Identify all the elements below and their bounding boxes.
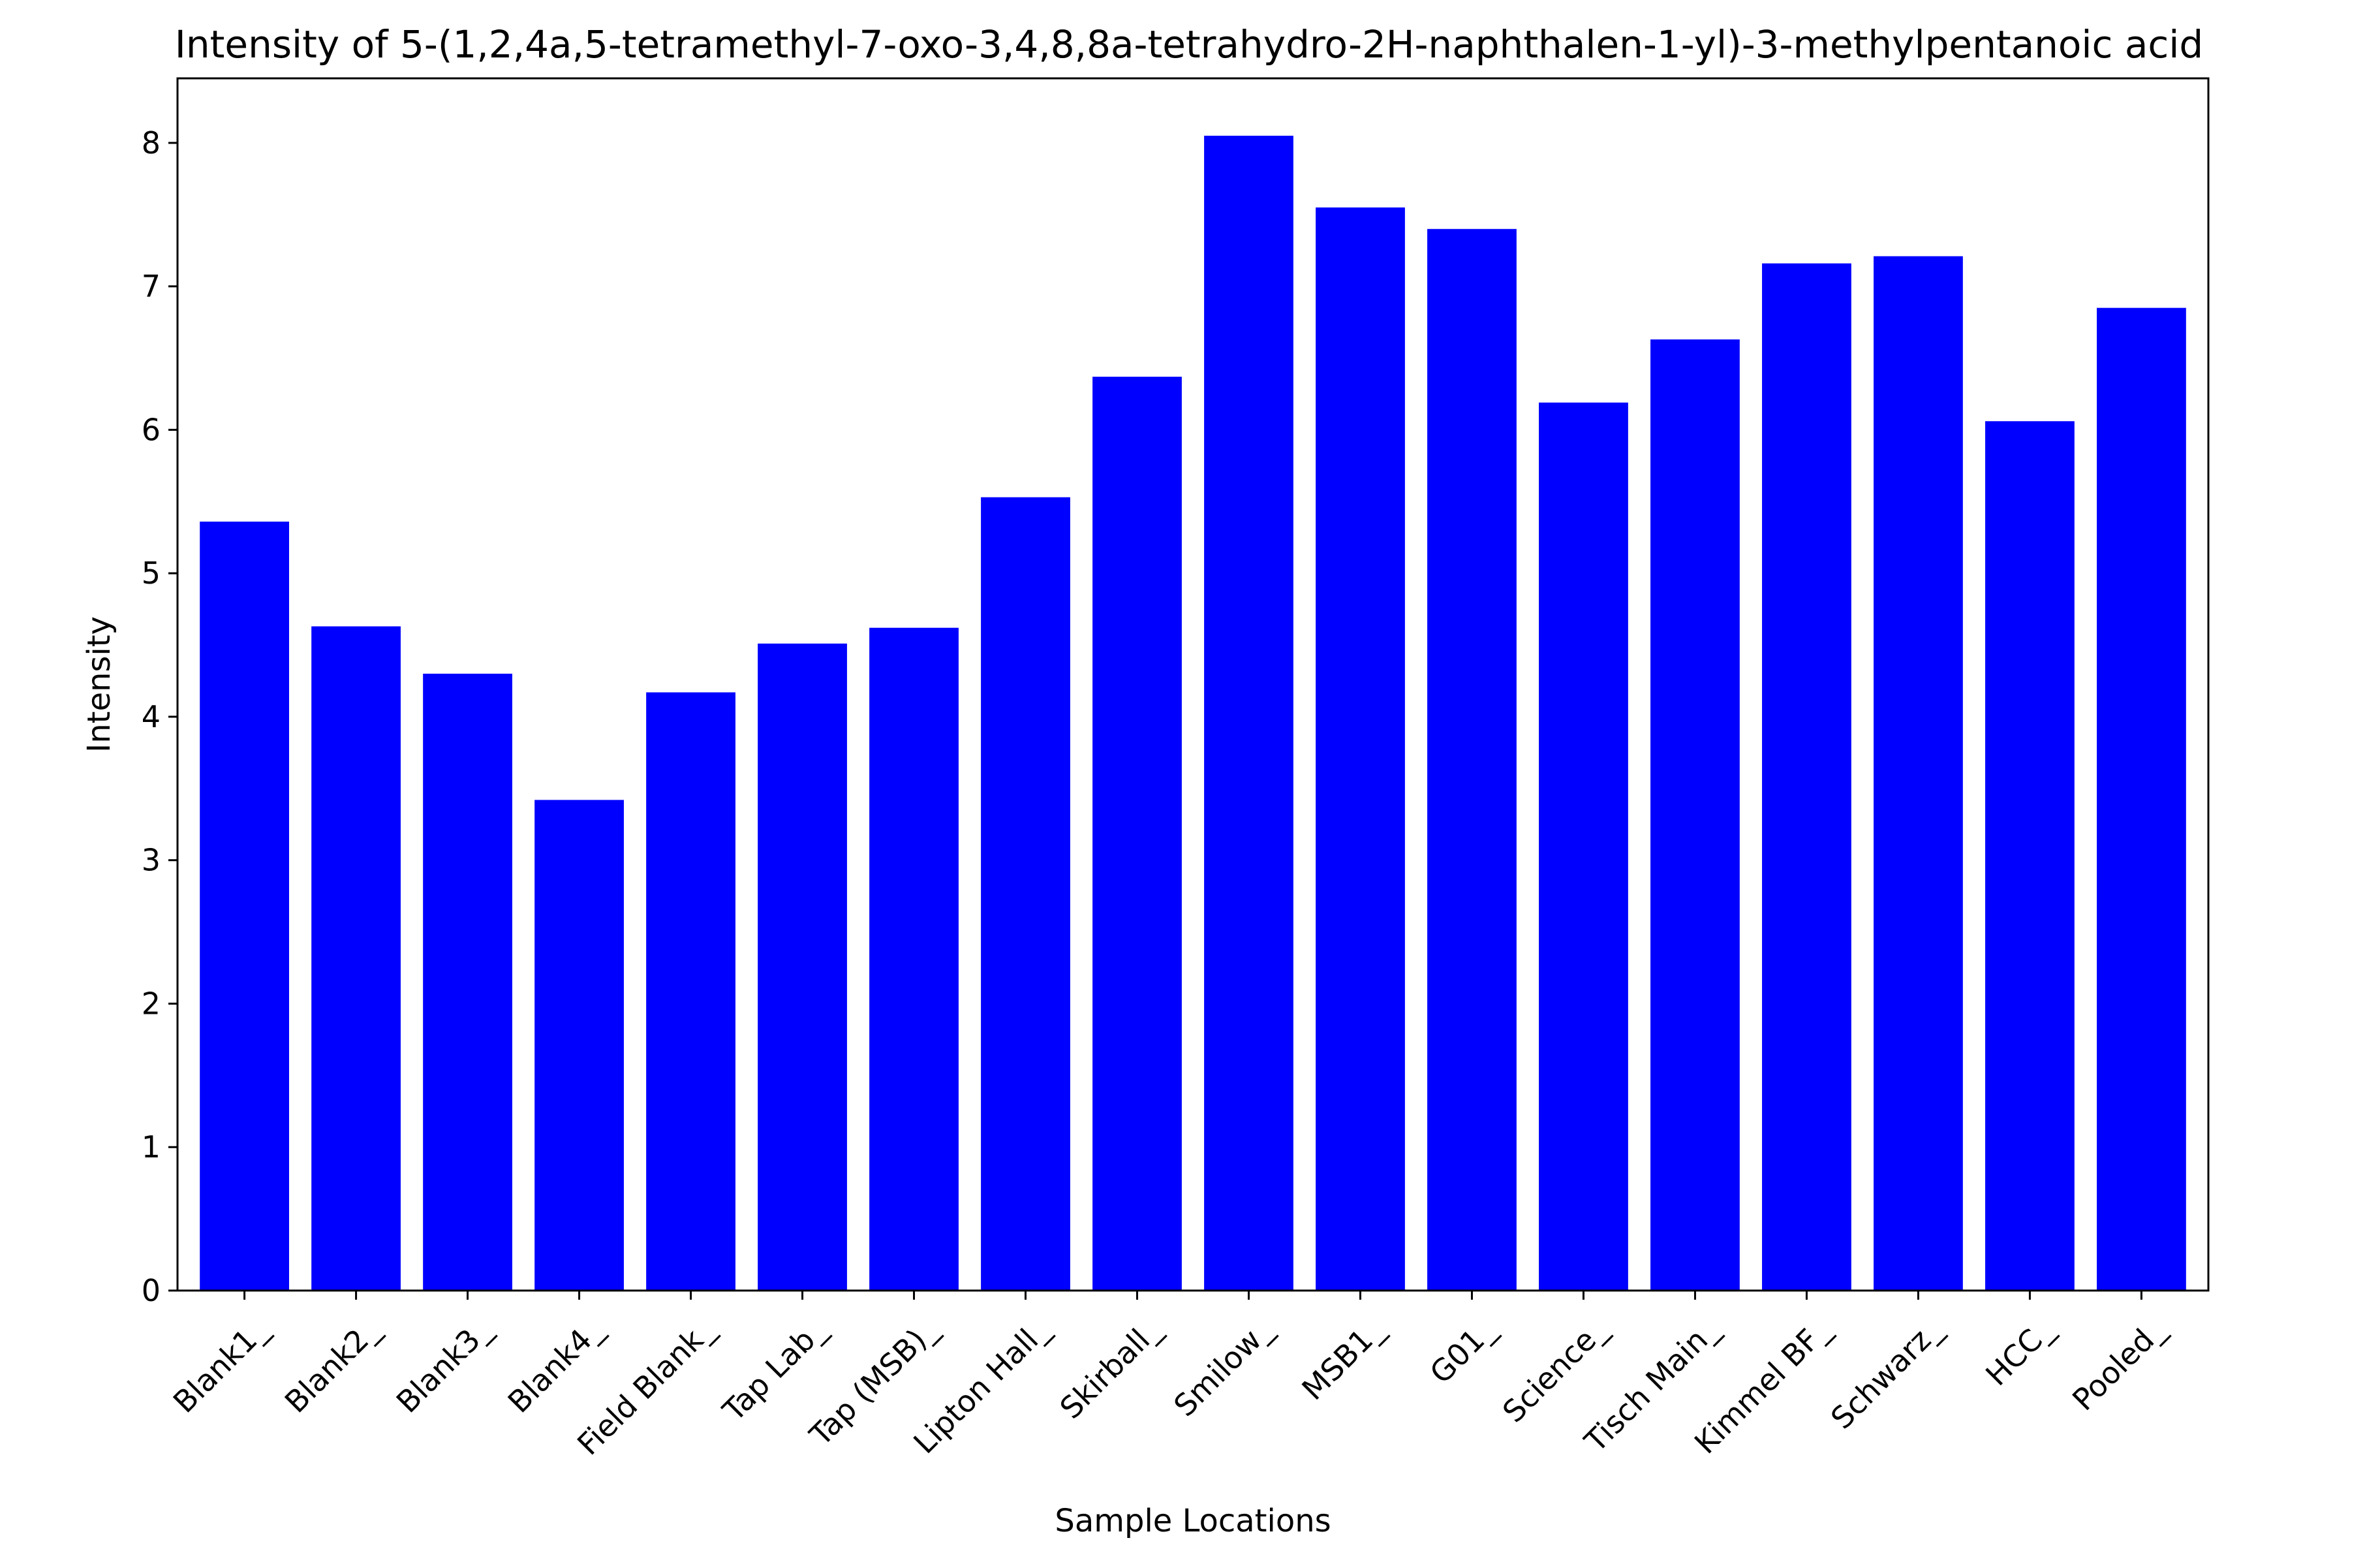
bar-g01 <box>1427 228 1517 1291</box>
y-tick-label: 2 <box>142 986 161 1021</box>
x-tick-label: Blank1_ <box>166 1311 275 1420</box>
x-tick-label: Science_ <box>1496 1311 1614 1429</box>
y-tick-label: 5 <box>142 556 161 591</box>
bar-blank2 <box>311 626 401 1291</box>
bar-tap-msb <box>869 627 959 1291</box>
chart-title: Intensity of 5-(1,2,4a,5-tetramethyl-7-o… <box>175 22 2203 67</box>
x-axis: Blank1_ Blank2_ Blank3_ Blank4_Field Blank_… <box>166 1291 2172 1462</box>
x-tick-label: Skirball_ <box>1053 1311 1168 1426</box>
x-tick-label: MSB1_ <box>1295 1311 1391 1407</box>
y-tick-label: 6 <box>142 412 161 447</box>
y-tick-label: 8 <box>142 125 161 161</box>
x-axis-label: Sample Locations <box>1055 1503 1331 1539</box>
x-tick-label: Blank3_ <box>390 1311 499 1420</box>
bar-blank4 <box>534 800 624 1291</box>
x-tick-label: G01_ <box>1423 1311 1503 1390</box>
y-tick-label: 4 <box>142 699 161 734</box>
bar-tisch-main <box>1650 339 1740 1291</box>
bar-schwarz <box>1874 256 1963 1291</box>
bar-lipton-hall <box>981 497 1070 1291</box>
y-tick-label: 7 <box>142 269 161 304</box>
bar-kimmel-bf <box>1762 263 1851 1291</box>
x-tick-label: Smilow_ <box>1167 1311 1279 1423</box>
bar-science <box>1539 402 1628 1291</box>
y-tick-label: 1 <box>142 1129 161 1165</box>
bar-pooled <box>2097 307 2186 1291</box>
y-tick-label: 0 <box>142 1273 161 1308</box>
x-tick-label: Pooled_ <box>2065 1311 2172 1417</box>
x-tick-label: Schwarz_ <box>1824 1311 1949 1435</box>
bars-layer <box>200 135 2186 1291</box>
bar-skirball <box>1092 377 1182 1291</box>
bar-field-blank <box>646 692 735 1291</box>
bar-msb1 <box>1316 207 1405 1291</box>
bar-smilow <box>1204 135 1293 1291</box>
x-tick-label: Tap Lab_ <box>715 1311 833 1428</box>
bar-hcc <box>1985 421 2075 1291</box>
bar-blank1 <box>200 522 289 1291</box>
y-axis: 0 1 2 3 4 5 6 7 8 <box>142 125 178 1308</box>
plot-frame <box>176 77 2210 1292</box>
bar-blank3 <box>423 674 512 1291</box>
bar-tap-lab <box>758 643 847 1291</box>
x-tick-label: Blank2_ <box>278 1311 387 1420</box>
y-tick-label: 3 <box>142 843 161 878</box>
x-tick-label: Blank4_ <box>501 1311 610 1420</box>
y-axis-label: Intensity <box>81 616 117 753</box>
x-tick-label: HCC_ <box>1979 1311 2060 1392</box>
